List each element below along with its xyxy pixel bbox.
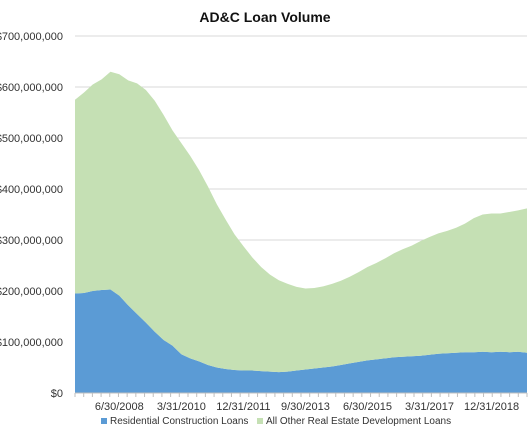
y-tick-label: $600,000,000 <box>0 82 63 94</box>
plot-area <box>75 71 527 393</box>
axes: $0 $100,000,000 $200,000,000 $300,000,000 $4… <box>0 31 528 413</box>
legend-swatch-residential-construction-loans <box>101 418 107 424</box>
chart-title: AD&C Loan Volume <box>199 9 330 25</box>
y-tick-label: $100,000,000 <box>0 337 63 349</box>
legend-label: Residential Construction Loans <box>110 416 248 427</box>
series-area-all-other-real-estate-development-loans <box>75 71 527 373</box>
x-tick-label: 6/30/2008 <box>95 401 144 413</box>
y-tick-label: $700,000,000 <box>0 31 63 43</box>
x-tick-label: 9/30/2013 <box>281 401 330 413</box>
x-tick-label: 12/31/2018 <box>464 401 519 413</box>
x-tick-label: 3/31/2010 <box>157 401 206 413</box>
legend: Residential Construction Loans All Other … <box>101 416 451 427</box>
series-area-residential-construction-loans <box>75 289 527 393</box>
x-tick-label: 6/30/2015 <box>343 401 392 413</box>
y-tick-label: $200,000,000 <box>0 286 63 298</box>
y-tick-label: $400,000,000 <box>0 184 63 196</box>
x-tick-label: 12/31/2011 <box>216 401 270 413</box>
x-tick-label: 3/31/2017 <box>405 401 454 413</box>
legend-swatch-all-other-real-estate-development-loans <box>257 418 263 424</box>
y-tick-label: $300,000,000 <box>0 235 63 247</box>
y-tick-label: $500,000,000 <box>0 133 63 145</box>
legend-label: All Other Real Estate Development Loans <box>266 416 451 427</box>
y-tick-label: $0 <box>51 388 63 400</box>
